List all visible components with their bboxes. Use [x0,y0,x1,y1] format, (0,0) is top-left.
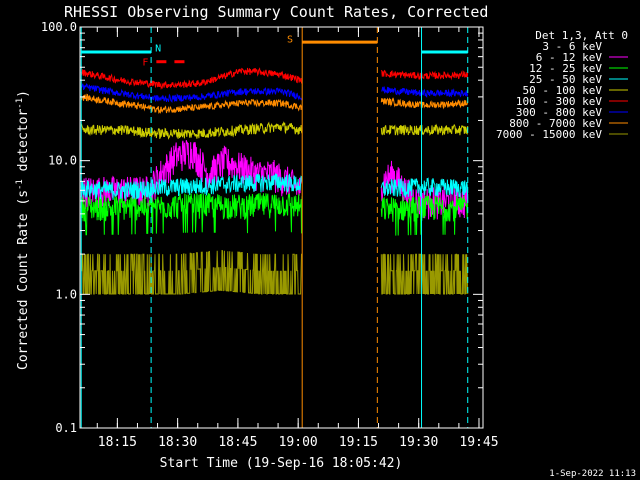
series-line-3-6-kev-seg-1 [380,154,469,299]
series-line-100-300-kev-seg-1 [380,69,469,81]
legend-header: Det 1,3, Att 0 [535,29,628,42]
series-line-800-7000-kev-seg-0 [80,93,303,114]
series-line-300-800-kev-seg-0 [80,83,303,103]
y-axis-label-close: ) [16,90,31,98]
y-axis-label-sup2: -1 [15,98,25,109]
series-line-25-50-kev-seg-0 [80,173,303,200]
series-line-800-7000-kev-seg-1 [380,97,469,110]
chart-title: RHESSI Observing Summary Count Rates, Co… [64,3,488,21]
overlay-layer: NF S [80,27,469,428]
y-tick-label: 10.0 [48,154,77,168]
y-tick-label: 0.1 [55,421,77,435]
y-tick-label: 1.0 [55,287,77,301]
series-line-7000-15000-kev-seg-0 [81,249,302,295]
legend-entry-label: 800 - 7000 keV [509,117,602,130]
x-tick-label: 18:30 [158,435,197,450]
y-axis-label: Corrected Count Rate (s-1 detector-1) [15,90,31,370]
series-line-50-100-kev-seg-1 [380,123,469,136]
y-axis-label-tail: detector [16,109,31,180]
legend-entry-label: 12 - 25 keV [529,62,602,75]
series-line-300-800-kev-seg-1 [381,86,469,98]
y-axis-label-sup: -1 [15,179,25,190]
legend-entry-label: 3 - 6 keV [542,40,602,53]
series-line-7000-15000-kev-seg-1 [380,253,469,295]
plot-frame [79,26,484,429]
legend-entry-label: 50 - 100 keV [523,84,603,97]
flag-label-F: F [142,58,148,69]
x-axis-label: Start Time (19-Sep-16 18:05:42) [160,456,403,471]
legend-entry-label: 300 - 800 keV [516,106,602,119]
x-tick-label: 19:00 [279,435,318,450]
data-layer [80,67,469,319]
footer-timestamp: 1-Sep-2022 11:13 [549,469,636,479]
legend-entry-label: 6 - 12 keV [536,51,603,64]
x-tick-label: 19:30 [399,435,438,450]
legend-entry-label: 7000 - 15000 keV [496,128,602,141]
y-axis-label-head: Corrected Count Rate (s [16,190,31,370]
flag-label-S: S [287,35,293,46]
axes-layer: 0.1 1.0 10.0 100.0 18:15 18:30 18:45 19:00 19:15… [41,20,499,450]
x-tick-label: 19:45 [459,435,498,450]
legend-entry-label: 100 - 300 keV [516,95,602,108]
legend-entry-label: 25 - 50 keV [529,73,602,86]
series-line-25-50-kev-seg-1 [380,177,469,198]
flag-label-N: N [155,44,161,55]
series-line-12-25-kev-seg-1 [380,195,469,236]
series-line-12-25-kev-seg-0 [80,192,303,236]
y-tick-label: 100.0 [41,20,77,34]
series-line-50-100-kev-seg-0 [80,121,303,140]
series-line-3-6-kev-seg-0 [80,146,303,319]
series-line-100-300-kev-seg-0 [80,67,303,90]
x-tick-label: 19:15 [339,435,378,450]
x-tick-label: 18:15 [98,435,137,450]
x-tick-label: 18:45 [218,435,257,450]
